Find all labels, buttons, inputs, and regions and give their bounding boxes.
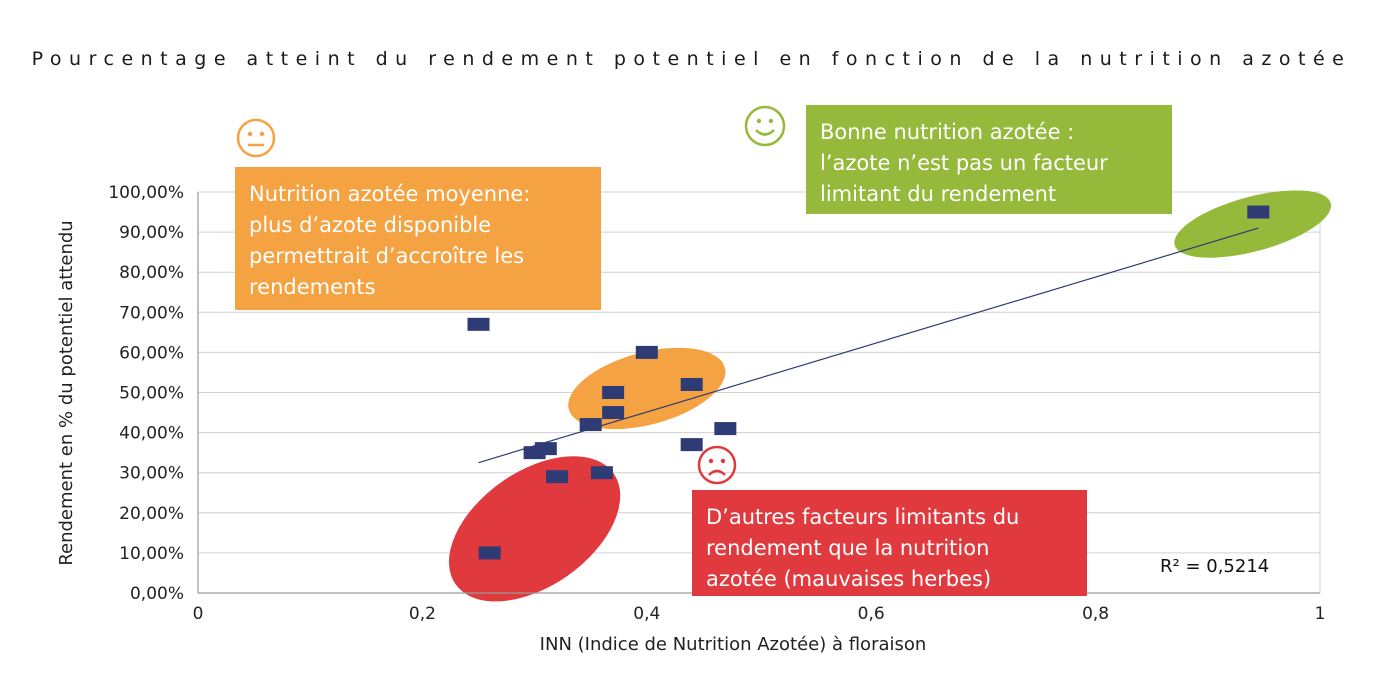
y-tick-label: 30,00% [119, 464, 184, 484]
happy-face-icon [744, 105, 786, 147]
y-tick-label: 10,00% [119, 544, 184, 564]
x-tick-label: 0,2 [409, 604, 436, 624]
callout-line: rendement que la nutrition [706, 536, 990, 560]
x-tick-label: 0,4 [633, 604, 660, 624]
callout-line: azotée (mauvaises herbes) [706, 567, 992, 591]
trendline-group [478, 227, 1259, 464]
data-point [467, 317, 490, 331]
data-point [590, 466, 613, 480]
callout-line: D’autres facteurs limitants du [706, 505, 1020, 529]
callout-line: Bonne nutrition azotée : [820, 120, 1075, 144]
callout-line: permettrait d’accroître les [249, 244, 525, 268]
callout-good-nutrition: Bonne nutrition azotée : l’azote n’est p… [806, 105, 1172, 214]
y-tick-label: 60,00% [119, 343, 184, 363]
y-tick-label: 20,00% [119, 504, 184, 524]
y-tick-label: 0,00% [130, 584, 184, 604]
green-ellipse [1174, 190, 1332, 258]
data-point [602, 386, 625, 399]
data-point [579, 418, 602, 432]
callout-line: plus d’azote disponible [249, 213, 492, 237]
data-point [680, 377, 703, 391]
data-points [467, 205, 1270, 560]
y-tick-label: 40,00% [119, 424, 184, 444]
x-tick-label: 0 [193, 604, 204, 624]
callout-line: limitant du rendement [820, 182, 1057, 206]
r-squared-label: R² = 0,5214 [1160, 556, 1270, 577]
y-tick-label: 80,00% [119, 263, 184, 283]
callout-other-factors: D’autres facteurs limitants du rendement… [692, 490, 1087, 596]
y-tick-label: 50,00% [119, 384, 184, 404]
x-tick-label: 0,6 [858, 604, 885, 624]
data-point [602, 406, 625, 420]
y-tick-labels: 0,00% 10,00% 20,00% 30,00% 40,00% 50,00% 60,00… [108, 183, 184, 604]
x-tick-label: 1 [1315, 604, 1326, 624]
data-point [478, 546, 501, 560]
y-tick-label: 70,00% [119, 303, 184, 323]
callout-moderate-nutrition: Nutrition azotée moyenne: plus d’azote d… [235, 167, 601, 310]
data-point [635, 345, 658, 359]
callout-line: l’azote n’est pas un facteur [820, 151, 1108, 175]
callout-line: Nutrition azotée moyenne: [249, 182, 531, 206]
data-point [680, 438, 703, 452]
y-tick-label: 90,00% [119, 223, 184, 243]
chart-title: Pourcentage atteint du rendement potenti… [31, 48, 1352, 70]
neutral-face-icon [236, 118, 276, 158]
x-tick-labels: 0 0,2 0,4 0,6 0,8 1 [193, 604, 1326, 624]
y-axis-title: Rendement en % du potentiel attendu [56, 220, 77, 565]
y-tick-label: 100,00% [108, 183, 184, 203]
data-point [714, 422, 737, 436]
x-tick-label: 0,8 [1082, 604, 1109, 624]
callout-line: rendements [249, 275, 376, 299]
x-axis-title: INN (Indice de Nutrition Azotée) à flora… [540, 634, 927, 655]
sad-face-icon [697, 445, 737, 485]
emoticons [236, 105, 786, 485]
data-point [1247, 205, 1270, 219]
red-ellipse [448, 456, 621, 602]
data-point [546, 470, 569, 484]
data-point [534, 442, 557, 456]
trendline [478, 227, 1259, 464]
